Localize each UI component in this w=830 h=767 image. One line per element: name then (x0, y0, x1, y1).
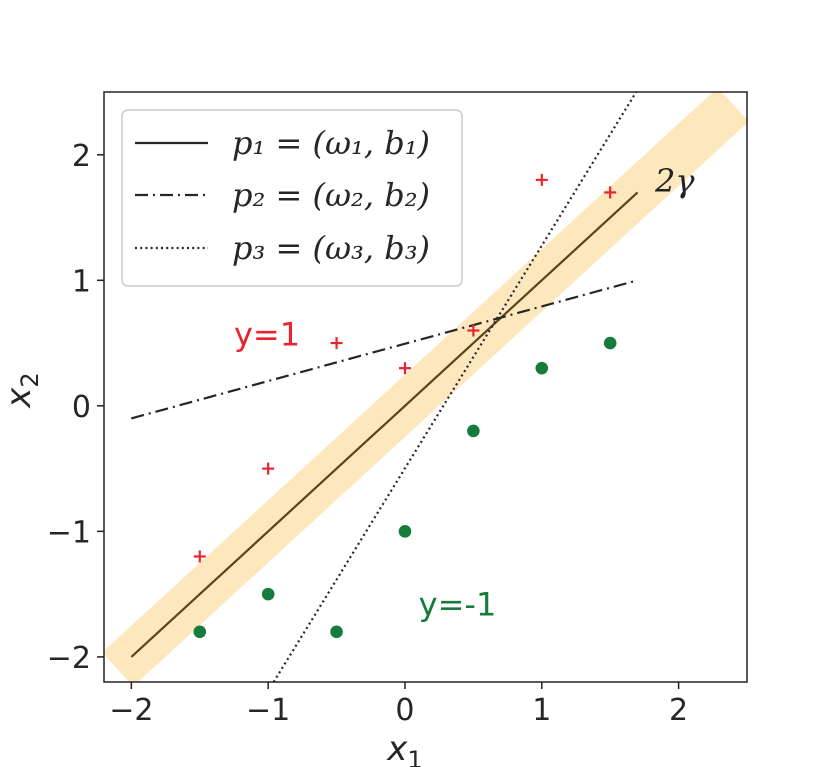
point-negative (193, 625, 207, 639)
x-tick-label: −2 (109, 693, 153, 728)
y-tick-label: 2 (72, 139, 91, 174)
y-tick-label: −1 (47, 515, 91, 550)
legend-box (121, 109, 463, 287)
point-negative (603, 336, 617, 350)
legend-label-p2: p₂ = (ω₂, b₂) (232, 176, 430, 214)
y-tick-label: 0 (72, 390, 91, 425)
y-tick-label: −2 (47, 641, 91, 676)
y-axis-label-sub: 2 (16, 372, 44, 387)
line-p1 (130, 191, 639, 658)
point-positive (330, 337, 343, 350)
decision-lines (130, 92, 639, 682)
x-tick-label: 1 (532, 693, 551, 728)
point-negative (330, 625, 343, 639)
point-positive (398, 362, 411, 375)
x-tick-label: 2 (669, 693, 688, 728)
y-tick-label: 1 (72, 264, 91, 299)
line-p3 (272, 92, 638, 682)
plot-area (104, 92, 747, 682)
point-positive (604, 186, 617, 199)
legend-label-p3: p₃ = (ω₃, b₃) (232, 229, 430, 267)
y-axis-label-main: x (0, 387, 39, 409)
class-label-negative: y=-1 (419, 585, 497, 623)
x-axis-label: x1 (386, 729, 422, 767)
point-positive (193, 550, 206, 563)
x-axis-label-main: x (386, 729, 408, 767)
legend-label-p1: p₁ = (ω₁, b₁) (232, 124, 430, 162)
point-positive (535, 173, 548, 186)
axis-ticks: −2 −1 0 1 2 −2 −1 0 1 2 (47, 139, 688, 728)
legend: p₁ = (ω₁, b₁) p₂ = (ω₂, b₂) p₃ = (ω₃, b₃… (121, 109, 463, 287)
class-label-positive: y=1 (234, 316, 300, 354)
plot-frame (103, 91, 748, 683)
point-negative (261, 587, 275, 601)
point-positive (467, 324, 480, 337)
data-points (193, 173, 617, 639)
x-tick-label: 0 (395, 693, 414, 728)
point-negative (467, 424, 480, 438)
point-positive (262, 462, 275, 475)
y-axis-label: x2 (0, 372, 44, 408)
x-tick-label: −1 (246, 693, 290, 728)
line-p2 (131, 279, 638, 420)
margin-band-label: 2γ (654, 162, 695, 200)
point-negative (535, 361, 549, 375)
x-axis-label-sub: 1 (407, 746, 422, 767)
point-negative (398, 525, 412, 538)
